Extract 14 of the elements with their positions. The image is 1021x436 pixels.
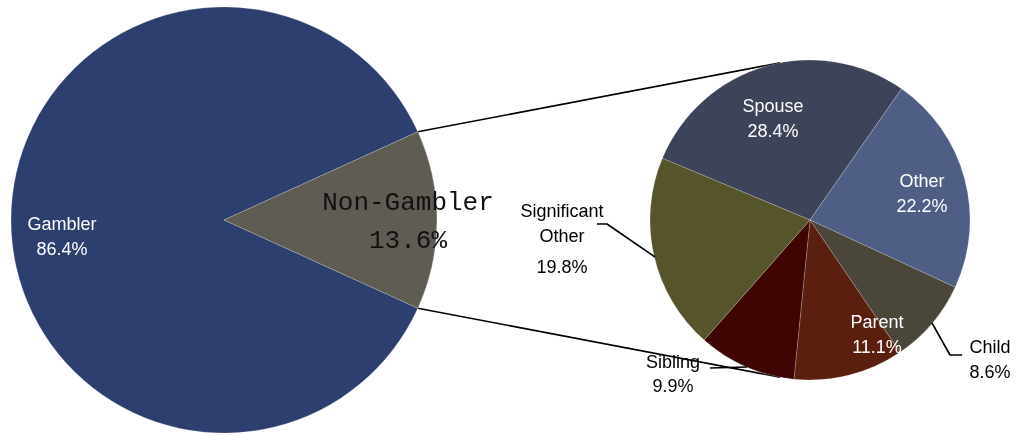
data-label: 9.9% [652,376,694,396]
slice-label: Sibling [645,352,701,372]
data-label: 86.4% [36,239,88,259]
slice-label: Significant Other [520,201,604,246]
slice-label: Parent [850,312,904,332]
slice-label: Child [969,337,1011,357]
slice-label: Other [899,171,945,191]
data-label: 22.2% [896,196,948,216]
data-label: 28.4% [747,121,799,141]
data-label: 19.8% [536,257,588,277]
data-label: 8.6% [969,362,1011,382]
slice-label: Spouse [742,96,804,116]
slice-label: Gambler [27,214,97,234]
data-label: 11.1% [852,337,902,357]
